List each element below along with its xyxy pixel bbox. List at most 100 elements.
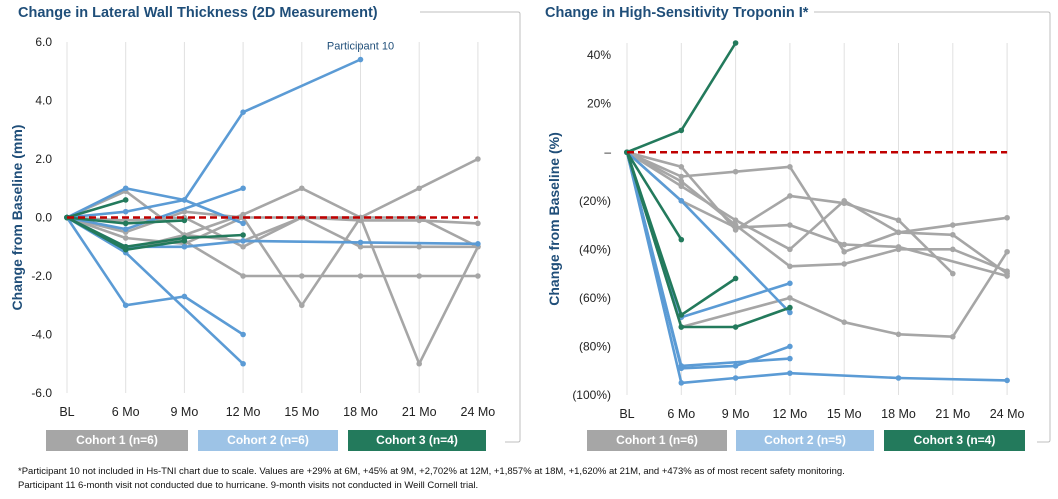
left-series-2-point <box>299 185 305 192</box>
right-legend-cohort-3: Cohort 3 (n=4) <box>884 430 1025 451</box>
right-series-14-point <box>732 324 739 330</box>
right-series-4-point <box>787 295 793 301</box>
left-series-8-point <box>122 302 129 309</box>
right-series-3-point <box>787 246 793 253</box>
right-x-tick-label: BL <box>619 407 634 421</box>
right-series-6-point <box>895 375 902 381</box>
right-series-line-4 <box>625 151 1009 338</box>
right-y-tick-label: (20%) <box>579 194 611 208</box>
left-series-0-point <box>357 273 364 279</box>
right-x-tick-label: 12 Mo <box>773 407 808 421</box>
right-series-line-3 <box>626 151 1008 251</box>
right-legend-cohort-1: Cohort 1 (n=6) <box>587 430 727 451</box>
participant-10-annotation: Participant 10 <box>327 41 394 53</box>
left-series-9-point <box>181 243 188 250</box>
left-series-9-point <box>240 238 246 244</box>
left-x-tick-label: 24 Mo <box>461 405 496 419</box>
right-series-1-point <box>678 178 685 185</box>
right-series-10-point <box>678 197 685 204</box>
right-series-4-point <box>841 319 847 325</box>
left-series-9-point <box>475 241 481 247</box>
left-series-line-2 <box>66 157 479 237</box>
right-series-3-point <box>895 229 902 236</box>
left-series-line-12 <box>66 198 127 219</box>
right-series-13-point <box>678 312 685 318</box>
left-x-tick-label: 6 Mo <box>112 405 140 419</box>
right-y-tick-label: – <box>604 145 611 159</box>
right-series-2-point <box>895 217 902 224</box>
right-y-tick-label: (60%) <box>579 291 611 305</box>
right-series-8-point <box>787 355 793 362</box>
right-y-tick-label: 20% <box>587 97 611 111</box>
left-y-axis-label: Change from Baseline (mm) <box>9 125 25 311</box>
left-y-tick-label: -2.0 <box>31 269 52 283</box>
right-series-line-14 <box>625 151 791 329</box>
right-series-11-point <box>678 127 685 134</box>
right-y-tick-label: 40% <box>587 48 611 62</box>
left-series-line-4 <box>66 216 478 249</box>
left-y-tick-label: -6.0 <box>31 386 52 400</box>
right-series-10-point <box>787 309 793 316</box>
right-series-6-point <box>787 370 793 376</box>
left-series-8-point <box>181 293 188 300</box>
right-series-line-1 <box>626 151 1008 273</box>
right-chart-title: Change in High-Sensitivity Troponin I* <box>545 5 815 21</box>
left-series-11-point <box>240 360 246 367</box>
left-x-tick-label: 21 Mo <box>402 405 437 419</box>
right-y-tick-label: (40%) <box>579 242 611 256</box>
left-x-tick-label: 12 Mo <box>226 405 261 419</box>
right-series-4-point <box>950 333 956 340</box>
lateral-wall-chart: 6.0 4.0 2.0 0.0 -2.0 -4.0 -6.0 BL 6 Mo 9 Mo 12 Mo 1… <box>9 11 521 443</box>
right-series-7-point <box>732 363 739 369</box>
right-series-5-point <box>1004 273 1010 279</box>
right-series-0-point <box>841 248 847 255</box>
right-series-11-point <box>732 40 739 46</box>
left-series-10-point <box>122 226 129 232</box>
right-y-axis-label: Change from Baseline (%) <box>546 132 562 305</box>
left-chart-panel: 6.0 4.0 2.0 0.0 -2.0 -4.0 -6.0 BL 6 Mo 9 Mo 12 Mo 1… <box>0 0 525 458</box>
left-series-2-point <box>475 156 481 162</box>
left-series-10-point <box>240 185 246 192</box>
left-series-5-point <box>122 235 129 241</box>
left-series-15-point <box>181 217 188 224</box>
left-y-tick-label: 4.0 <box>35 94 52 108</box>
left-series-7-point <box>240 220 246 227</box>
left-series-15-point <box>122 220 129 227</box>
right-series-6-point <box>678 380 685 386</box>
right-series-3-point <box>1004 214 1010 221</box>
left-series-line-7 <box>66 187 244 225</box>
left-legend-cohort-3: Cohort 3 (n=4) <box>348 430 486 451</box>
right-series-5-point <box>895 244 902 250</box>
right-series-12-point <box>678 236 685 243</box>
right-series-0-point <box>950 231 956 238</box>
left-series-6-point <box>122 208 129 215</box>
left-series-14-point <box>181 238 188 244</box>
left-series-0-point <box>475 273 481 279</box>
troponin-chart: 40% 20% – (20%) (40%) (60%) (80%) (100%) BL 6 Mo 9… <box>546 11 1051 443</box>
right-series-3-point <box>678 183 685 190</box>
right-series-3-point <box>732 217 739 224</box>
right-series-6-point <box>1004 377 1010 384</box>
left-y-tick-label: 0.0 <box>35 211 52 225</box>
right-series-14-point <box>678 324 685 330</box>
right-series-1-point <box>1004 268 1010 274</box>
footnote-2: Participant 11 6-month visit not conduct… <box>18 480 479 491</box>
right-y-tick-label: (80%) <box>579 339 611 353</box>
left-x-tick-label: 15 Mo <box>284 405 319 419</box>
right-series-2-point <box>678 164 685 170</box>
left-series-1-point <box>416 360 423 367</box>
left-legend-cohort-2: Cohort 2 (n=6) <box>198 430 338 451</box>
left-series-3-point <box>357 243 364 250</box>
left-frame <box>420 11 521 443</box>
right-series-7-point <box>787 343 793 350</box>
right-series-3-point <box>950 222 956 228</box>
right-series-5-point <box>841 241 847 248</box>
left-series-12-point <box>122 197 129 203</box>
left-series-6-point <box>357 56 364 63</box>
right-series-6-point <box>732 375 739 381</box>
right-x-tick-label: 24 Mo <box>990 407 1025 421</box>
right-series-line-12 <box>625 151 683 241</box>
left-y-tick-label: 6.0 <box>35 35 52 49</box>
right-series-8-point <box>678 363 685 369</box>
right-legend-cohort-2: Cohort 2 (n=5) <box>736 430 874 451</box>
